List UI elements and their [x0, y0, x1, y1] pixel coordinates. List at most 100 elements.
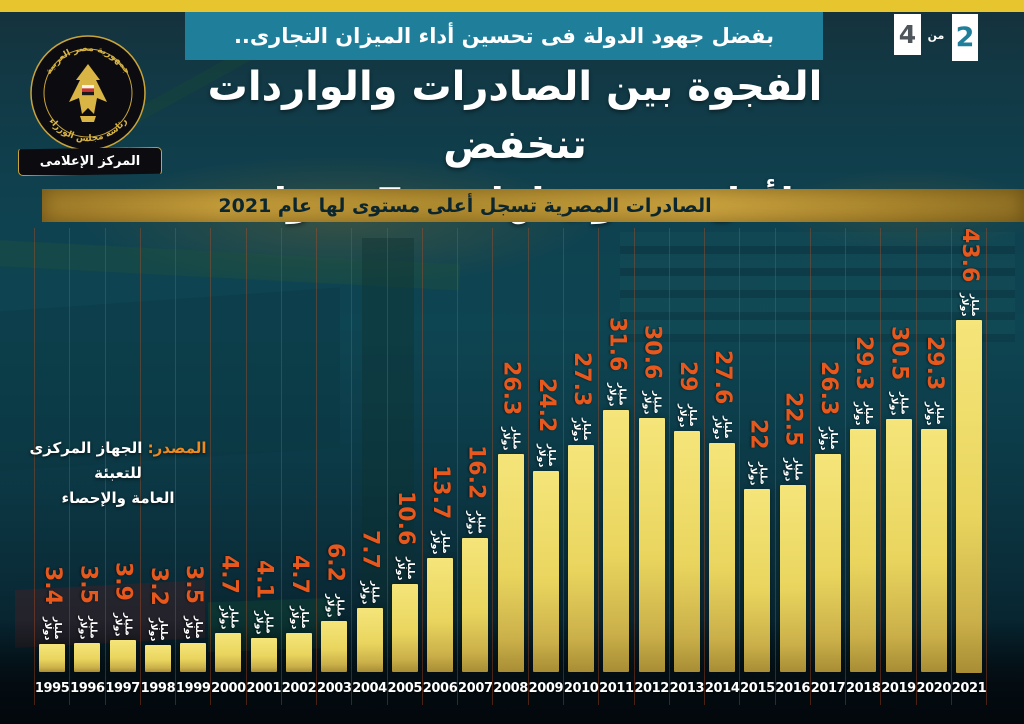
- logo-ribbon-text: المركز الإعلامى: [39, 154, 141, 169]
- bar: [709, 443, 736, 672]
- bar: [779, 485, 806, 672]
- bar-value-label: 29: [674, 361, 700, 392]
- bar: [427, 558, 454, 672]
- x-axis-year-label: 2020: [916, 681, 952, 696]
- bar: [180, 643, 207, 672]
- bar: [850, 429, 877, 672]
- bar-value-label: 27.3: [569, 351, 595, 406]
- bar: [920, 429, 947, 672]
- x-axis-year-label: 2016: [775, 681, 811, 696]
- bar-unit-label: مليار دولار: [42, 616, 64, 640]
- bar-value-label: 26.3: [498, 360, 524, 415]
- bar-value-label: 29.3: [921, 335, 947, 390]
- bar-value-label: 7.7: [357, 530, 383, 569]
- bar-value-label: 3.5: [75, 565, 101, 604]
- x-axis-year-label: 1997: [105, 681, 140, 696]
- chart-column: 43.6 مليار دولار 2021: [951, 228, 988, 705]
- eagle-emblem-icon: [69, 64, 107, 122]
- bar-unit-label: مليار دولار: [606, 382, 628, 406]
- kicker-text: بفضل جهود الدولة فى تحسين أداء الميزان ا…: [233, 24, 775, 48]
- bar-unit-label: مليار دولار: [747, 461, 769, 485]
- bar-value-label: 24.2: [533, 377, 559, 432]
- x-axis-year-label: 2008: [493, 681, 528, 696]
- chart-title-text: الصادرات المصرية تسجل أعلى مستوى لها عام…: [218, 194, 712, 217]
- x-axis-year-label: 2001: [246, 681, 282, 696]
- x-axis-year-label: 2010: [563, 681, 599, 696]
- bar-unit-label: مليار دولار: [888, 391, 910, 415]
- bar-unit-label: مليار دولار: [77, 615, 99, 639]
- bar: [956, 320, 983, 673]
- bar-value-label: 10.6: [392, 490, 418, 545]
- chart-column: 30.6 مليار دولار 2012: [634, 228, 670, 705]
- bar: [321, 621, 348, 672]
- source-label: المصدر:: [147, 439, 207, 457]
- sheet-number-current: 2: [952, 14, 978, 61]
- bar-value-label: 3.2: [145, 567, 171, 606]
- bar-unit-label: مليار دولار: [853, 401, 875, 425]
- source-note: المصدر: الجهاز المركزى للتعبئة العامة وا…: [12, 436, 224, 510]
- x-axis-year-label: 1996: [70, 681, 105, 696]
- bar-unit-label: مليار دولار: [253, 610, 275, 634]
- x-axis-year-label: 2000: [211, 681, 246, 696]
- bar-unit-label: مليار دولار: [571, 417, 593, 441]
- bar-unit-label: مليار دولار: [112, 612, 134, 636]
- sheet-number-total: 4: [894, 14, 921, 55]
- bar: [744, 489, 771, 672]
- bar-unit-label: مليار دولار: [430, 530, 452, 554]
- bar: [391, 584, 418, 672]
- bar: [885, 419, 912, 672]
- chart-column: 10.6 مليار دولار 2005: [388, 228, 423, 705]
- bar-unit-label: مليار دولار: [712, 415, 734, 439]
- bar-unit-label: مليار دولار: [324, 593, 346, 617]
- bar: [638, 418, 665, 672]
- chart-column: 29 مليار دولار 2013: [670, 228, 706, 705]
- bar: [215, 633, 242, 672]
- x-axis-year-label: 2019: [881, 681, 916, 696]
- bar: [250, 638, 277, 672]
- x-axis-year-label: 2002: [281, 681, 317, 696]
- bar: [109, 640, 136, 672]
- source-line-1: الجهاز المركزى للتعبئة: [29, 439, 143, 482]
- kicker-banner: بفضل جهود الدولة فى تحسين أداء الميزان ا…: [185, 12, 823, 60]
- title-line-1: الفجوة بين الصادرات والواردات تنخفض: [207, 64, 823, 168]
- x-axis-year-label: 2015: [740, 681, 775, 696]
- bar: [285, 633, 312, 672]
- bar-unit-label: مليار دولار: [218, 605, 240, 629]
- bar-unit-label: مليار دولار: [183, 615, 205, 639]
- bar-unit-label: مليار دولار: [782, 457, 804, 481]
- bar-unit-label: مليار دولار: [465, 510, 487, 534]
- bar-value-label: 3.9: [110, 562, 136, 601]
- chart-column: 30.5 مليار دولار 2019: [881, 228, 917, 705]
- bar-value-label: 27.6: [710, 349, 736, 404]
- bar-value-label: 16.2: [463, 444, 489, 499]
- chart-column: 24.2 مليار دولار 2009: [529, 228, 564, 705]
- bar-value-label: 29.3: [851, 335, 877, 390]
- x-axis-year-label: 2012: [634, 681, 669, 696]
- x-axis-year-label: 2006: [422, 681, 458, 696]
- bar: [814, 454, 841, 672]
- x-axis-year-label: 2009: [528, 681, 564, 696]
- bar: [462, 538, 489, 672]
- chart-column: 29.3 مليار دولار 2018: [846, 228, 882, 705]
- x-axis-year-label: 1999: [175, 681, 211, 696]
- chart-column: 26.3 مليار دولار 2008: [493, 228, 529, 705]
- chart-column: 6.2 مليار دولار 2003: [317, 228, 353, 705]
- bar-value-label: 22.5: [780, 391, 806, 446]
- bar: [144, 645, 171, 672]
- x-axis-year-label: 2005: [387, 681, 423, 696]
- x-axis-year-label: 2017: [810, 681, 846, 696]
- chart-column: 4.7 مليار دولار 2002: [281, 228, 318, 705]
- chart-column: 27.3 مليار دولار 2010: [563, 228, 600, 705]
- chart-column: 22 مليار دولار 2015: [740, 228, 776, 705]
- bar-value-label: 30.6: [639, 324, 665, 379]
- x-axis-year-label: 2011: [599, 681, 634, 696]
- bar-value-label: 26.3: [815, 360, 841, 415]
- bar-value-label: 43.6: [957, 228, 983, 283]
- x-axis-year-label: 2021: [951, 681, 987, 697]
- bar-unit-label: مليار دولار: [147, 617, 169, 641]
- bar-unit-label: مليار دولار: [288, 605, 310, 629]
- chart-column: 13.7 مليار دولار 2006: [422, 228, 459, 705]
- sheet-total-value: 4: [898, 20, 917, 49]
- chart-column: 4.1 مليار دولار 2001: [246, 228, 282, 705]
